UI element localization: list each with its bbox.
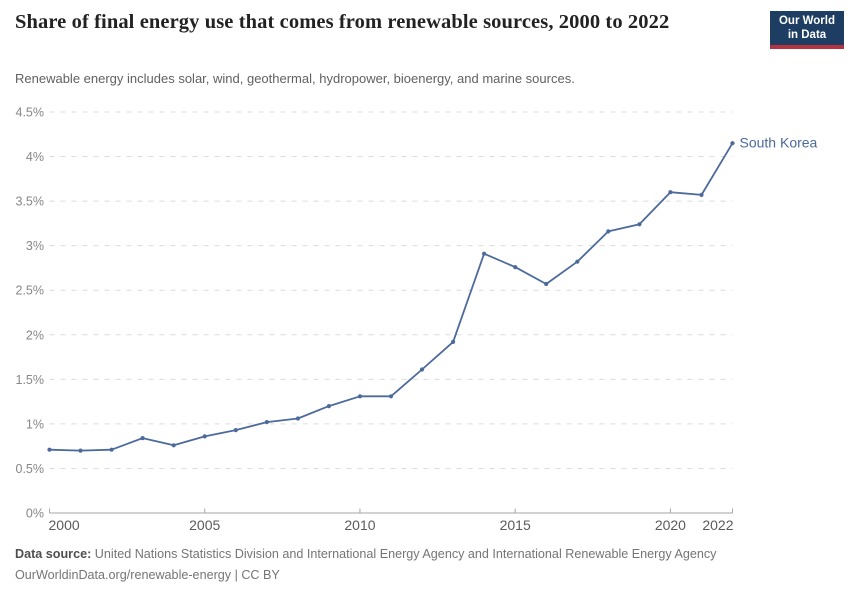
data-point[interactable] [668,190,673,195]
data-point[interactable] [140,436,145,441]
x-axis-label: 2022 [702,517,733,533]
chart-subtitle: Renewable energy includes solar, wind, g… [15,71,575,86]
data-point[interactable] [388,394,394,399]
owid-logo-line1: Our World [778,15,835,27]
y-axis-label: 1.5% [16,373,45,387]
data-point[interactable] [544,281,549,287]
x-axis-label: 2020 [655,517,686,533]
owid-logo-red-bar [770,45,844,49]
data-point[interactable] [326,404,331,409]
chart-footer: Data source: United Nations Statistics D… [15,544,716,586]
data-point[interactable] [233,428,238,433]
data-point[interactable] [295,416,300,421]
data-point[interactable] [637,222,642,227]
y-axis-label: 0% [26,507,44,521]
y-axis-label: 3.5% [16,195,45,209]
data-point[interactable] [451,339,456,344]
data-point[interactable] [78,448,83,453]
y-axis-label: 2.5% [16,284,45,298]
y-axis-label: 2% [26,328,44,342]
data-point[interactable] [575,259,580,264]
x-axis-label: 2010 [344,517,375,533]
owid-logo[interactable]: Our World in Data [770,11,844,49]
data-point[interactable] [47,447,52,452]
y-axis-label: 0.5% [16,462,45,476]
data-point[interactable] [730,141,735,146]
y-axis-label: 4% [26,150,44,164]
y-axis-label: 3% [26,239,44,253]
y-axis-label: 4.5% [16,106,45,120]
data-point[interactable] [357,394,363,399]
data-source-line: Data source: United Nations Statistics D… [15,544,716,565]
data-point[interactable] [202,434,207,439]
data-point[interactable] [513,265,518,270]
license-line[interactable]: OurWorldinData.org/renewable-energy | CC… [15,568,280,582]
x-axis-label: 2015 [500,517,531,533]
data-source-label: Data source: [15,547,92,561]
data-point[interactable] [109,447,114,452]
data-point[interactable] [699,192,704,197]
data-point[interactable] [606,229,611,234]
owid-logo-text: Our World in Data [770,11,844,45]
series-end-label[interactable]: South Korea [740,135,818,151]
x-axis-label: 2005 [189,517,220,533]
data-point[interactable] [482,251,487,256]
page-title: Share of final energy use that comes fro… [15,11,670,33]
x-axis-label: 2000 [49,517,80,533]
data-source-text: United Nations Statistics Division and I… [94,547,717,561]
owid-logo-line2: in Data [787,28,827,41]
data-point[interactable] [264,420,269,425]
series-line [48,142,734,452]
y-axis-label: 1% [26,417,44,431]
data-point[interactable] [419,367,425,372]
data-point[interactable] [171,443,176,448]
